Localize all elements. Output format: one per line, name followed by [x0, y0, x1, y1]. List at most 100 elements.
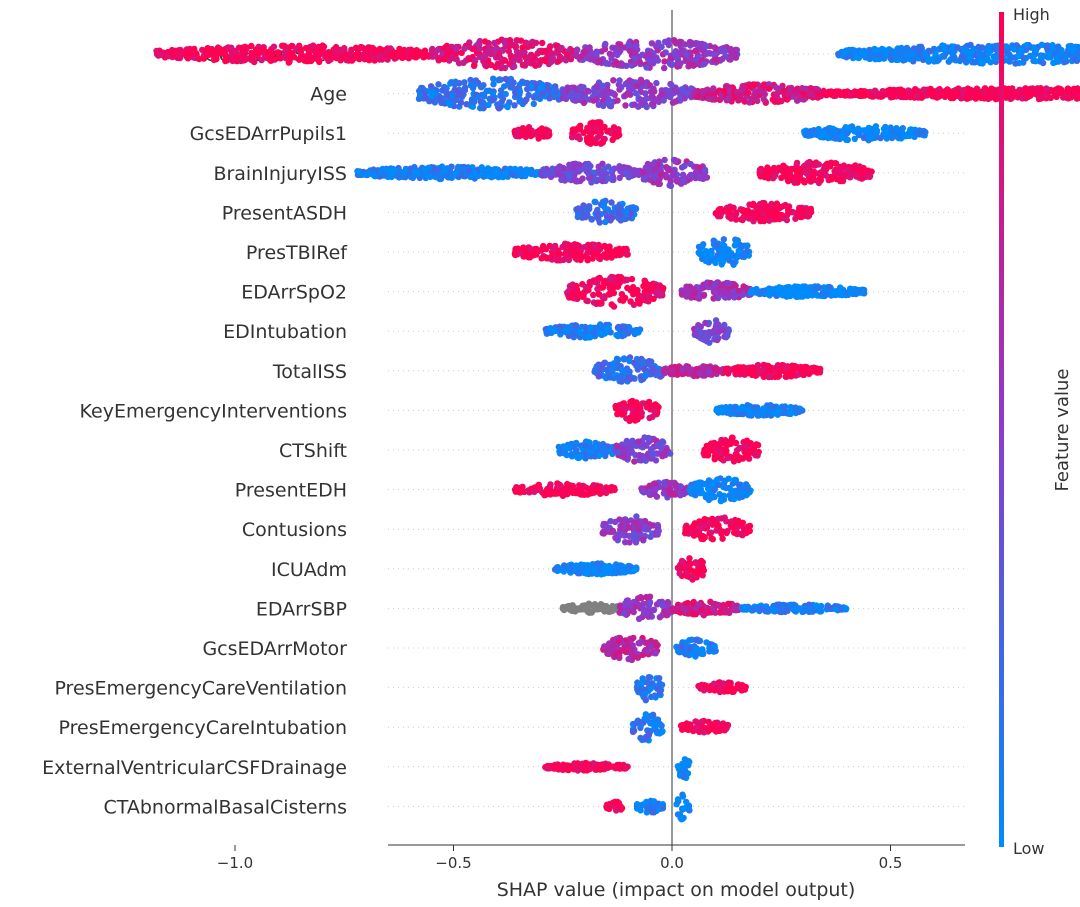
data-point [681, 95, 688, 102]
data-point [539, 81, 546, 89]
data-point [601, 242, 608, 250]
data-point [860, 134, 868, 141]
data-point [1053, 93, 1060, 101]
data-point [661, 64, 668, 72]
data-point [593, 83, 600, 90]
data-point [610, 303, 618, 310]
data-point [804, 212, 812, 220]
data-point [596, 57, 604, 64]
data-point [592, 176, 599, 183]
data-point [460, 59, 467, 66]
data-point [443, 89, 450, 96]
data-point [744, 242, 751, 249]
data-point [852, 173, 860, 180]
data-point [1062, 53, 1070, 60]
data-point [882, 123, 889, 131]
data-point [903, 44, 911, 52]
data-point [725, 95, 732, 102]
data-point [586, 130, 594, 137]
feature-label: ICUAdm [271, 559, 347, 581]
data-point [910, 45, 918, 52]
data-point [157, 51, 165, 59]
data-point [195, 55, 203, 63]
data-point [302, 44, 310, 52]
data-point [366, 57, 373, 64]
data-point [757, 173, 764, 180]
feature-label: PresentASDH [222, 202, 347, 224]
data-point [586, 44, 593, 51]
data-point [596, 219, 603, 226]
data-point [845, 125, 853, 132]
data-point [556, 53, 563, 60]
feature-label: PresEmergencyCareIntubation [59, 717, 348, 739]
data-point [616, 245, 623, 252]
data-point [571, 252, 578, 260]
data-point [657, 290, 664, 297]
data-point [629, 85, 636, 93]
data-point [934, 57, 941, 64]
data-point [775, 98, 782, 105]
data-point [1005, 85, 1012, 93]
data-point [749, 201, 756, 209]
data-point [1027, 92, 1034, 99]
data-point [751, 214, 758, 221]
data-point [570, 246, 578, 254]
data-point [408, 51, 416, 58]
data-point [682, 57, 689, 64]
data-point [587, 138, 595, 145]
data-point [556, 327, 564, 334]
data-point [985, 50, 992, 57]
data-point [539, 90, 547, 97]
data-point [819, 289, 826, 297]
data-point [517, 166, 524, 173]
data-point [601, 203, 608, 211]
data-point [416, 91, 424, 98]
data-point [471, 57, 479, 64]
data-point [475, 93, 482, 101]
data-point [673, 88, 680, 95]
data-point [586, 203, 593, 210]
data-point [584, 249, 591, 256]
data-point [832, 160, 839, 167]
data-point [889, 87, 896, 94]
data-point [595, 290, 602, 298]
data-point [1054, 57, 1061, 64]
data-point [494, 60, 501, 68]
data-point [745, 89, 752, 97]
data-point [391, 52, 399, 60]
data-point [793, 169, 801, 177]
data-point [511, 56, 518, 64]
data-point [966, 54, 974, 62]
data-point [631, 60, 638, 67]
data-point [807, 205, 815, 213]
data-point [231, 47, 239, 55]
data-point [504, 103, 511, 111]
data-point [992, 95, 999, 103]
data-point [415, 170, 422, 177]
data-point [918, 128, 925, 135]
data-point [685, 287, 692, 294]
data-point [773, 200, 780, 207]
data-point [609, 214, 616, 221]
data-point [622, 246, 629, 253]
data-point [1037, 54, 1045, 61]
data-point [448, 174, 455, 181]
data-point [631, 101, 638, 108]
data-point [569, 284, 576, 292]
data-point [932, 50, 939, 58]
data-point [627, 298, 634, 305]
data-point [507, 41, 514, 48]
data-point [491, 169, 498, 176]
data-point [614, 51, 621, 59]
data-point [611, 165, 618, 172]
data-point [620, 330, 627, 337]
data-point [779, 291, 786, 298]
data-point [352, 44, 360, 51]
data-point [861, 127, 868, 134]
data-point [783, 285, 790, 292]
data-point [614, 97, 621, 104]
data-point [794, 283, 802, 290]
data-point [795, 290, 802, 297]
data-point [766, 85, 773, 92]
data-point [502, 171, 510, 178]
